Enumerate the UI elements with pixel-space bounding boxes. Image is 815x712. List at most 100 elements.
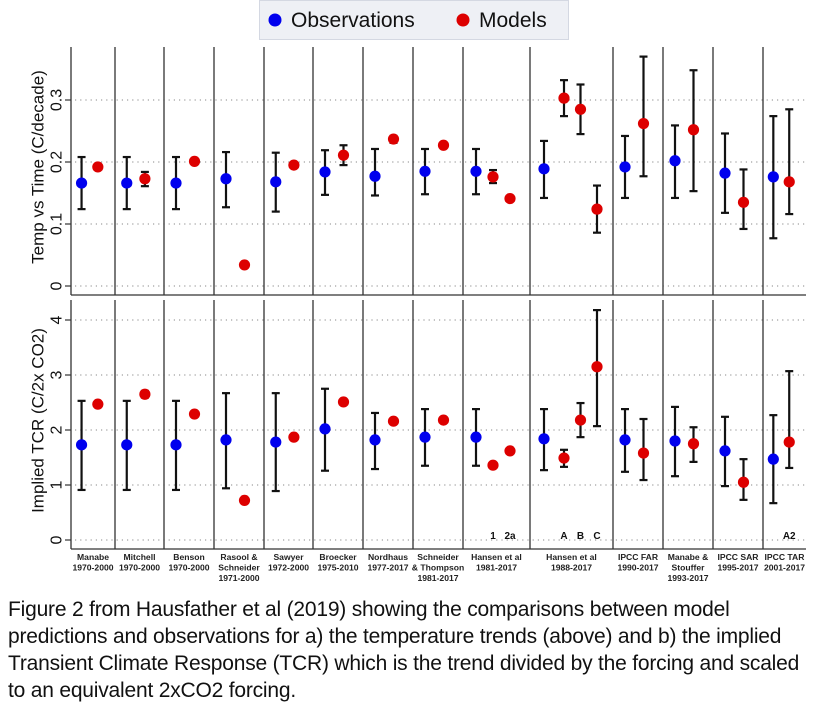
- model-point: [504, 192, 516, 205]
- observation-point: [75, 439, 88, 451]
- observation-point: [270, 436, 282, 448]
- y-tick-label: 0: [49, 535, 66, 544]
- model-point: [591, 361, 603, 373]
- group-label: Manabe: [77, 552, 109, 562]
- model-point: [558, 452, 570, 464]
- observation-point: [538, 163, 550, 175]
- model-point: [92, 161, 104, 173]
- model-sub-label: C: [593, 531, 600, 542]
- group-label: 1970-2000: [72, 563, 113, 573]
- model-sub-label: 1: [490, 531, 496, 542]
- model-point: [637, 117, 650, 130]
- group-label: IPCC TAR: [765, 552, 806, 562]
- group-label: Hansen et al: [471, 552, 522, 562]
- model-point: [687, 124, 700, 136]
- model-sub-label: A: [560, 531, 567, 542]
- model-point: [574, 103, 587, 115]
- observation-point: [470, 165, 482, 177]
- y-axis-label: Implied TCR (C/2x CO2): [29, 328, 48, 513]
- y-tick-label: 2: [49, 425, 66, 434]
- model-point: [783, 436, 795, 448]
- group-label: Schneider: [218, 563, 260, 573]
- group-label: 1993-2017: [667, 573, 708, 583]
- group-label: Schneider: [417, 552, 459, 562]
- observation-point: [419, 431, 431, 443]
- observation-point: [319, 423, 331, 435]
- model-point: [337, 396, 350, 408]
- group-label: Stouffer: [672, 563, 706, 573]
- group-label: 1981-2017: [417, 573, 458, 583]
- observation-point: [220, 173, 232, 185]
- model-point: [504, 445, 516, 457]
- observation-point: [270, 176, 282, 188]
- model-point: [139, 173, 151, 185]
- group-label: 1988-2017: [551, 563, 592, 573]
- model-point: [687, 438, 700, 450]
- group-label: 1981-2017: [476, 563, 517, 573]
- observation-point: [369, 170, 381, 182]
- group-label: 1990-2017: [617, 563, 658, 573]
- model-point: [188, 155, 201, 167]
- group-label: 1977-2017: [367, 563, 408, 573]
- model-sub-label: B: [577, 531, 584, 542]
- model-point: [387, 415, 400, 427]
- group-label: 1972-2000: [268, 563, 309, 573]
- model-point: [783, 176, 795, 188]
- group-label: Nordhaus: [368, 552, 408, 562]
- group-label: Benson: [173, 552, 205, 562]
- observation-point: [75, 177, 88, 189]
- model-point: [238, 494, 251, 506]
- model-point: [139, 388, 151, 400]
- group-label: Mitchell: [124, 552, 156, 562]
- y-axis-label: Temp vs Time (C/decade): [29, 70, 48, 264]
- observation-point: [470, 431, 482, 443]
- observation-point: [719, 167, 731, 179]
- model-sub-label: 2a: [504, 531, 516, 542]
- legend-label: Models: [479, 9, 547, 32]
- model-point: [238, 259, 251, 271]
- observation-point: [121, 439, 133, 451]
- model-point: [487, 459, 499, 471]
- model-point: [574, 414, 587, 426]
- group-label: 2001-2017: [764, 563, 805, 573]
- y-tick-label: 1: [49, 480, 66, 489]
- group-label: 1970-2000: [119, 563, 160, 573]
- observation-point: [419, 165, 431, 177]
- observation-point: [121, 177, 133, 189]
- y-tick-label: 0.3: [49, 89, 66, 111]
- legend-marker: [268, 13, 282, 27]
- observation-point: [669, 155, 681, 167]
- observation-point: [719, 445, 731, 457]
- legend-box: [259, 0, 569, 40]
- group-label: 1971-2000: [218, 573, 259, 583]
- model-point: [487, 171, 499, 183]
- observation-point: [619, 161, 631, 173]
- model-point: [591, 203, 603, 215]
- observation-point: [767, 453, 779, 465]
- observation-point: [319, 166, 331, 178]
- observation-point: [170, 439, 182, 451]
- group-label: IPCC SAR: [717, 552, 759, 562]
- model-point: [188, 408, 201, 420]
- group-label: Broecker: [319, 552, 357, 562]
- legend-marker: [456, 13, 470, 27]
- group-label: Rasool &: [220, 552, 257, 562]
- y-tick-label: 0.2: [49, 151, 66, 173]
- group-labels: Manabe1970-2000Mitchell1970-2000Benson19…: [72, 531, 805, 583]
- observation-point: [767, 171, 779, 183]
- model-point: [558, 92, 570, 104]
- model-point: [437, 139, 450, 151]
- observation-point: [170, 177, 182, 189]
- group-label: 1975-2010: [317, 563, 358, 573]
- group-label: 1970-2000: [168, 563, 209, 573]
- legend: Observations Models: [259, 0, 569, 40]
- legend-label: Observations: [291, 9, 415, 32]
- model-point: [337, 149, 350, 161]
- group-label: Hansen et al: [546, 552, 597, 562]
- y-tick-label: 4: [49, 315, 66, 324]
- y-tick-label: 0: [49, 281, 66, 290]
- model-point: [288, 159, 300, 171]
